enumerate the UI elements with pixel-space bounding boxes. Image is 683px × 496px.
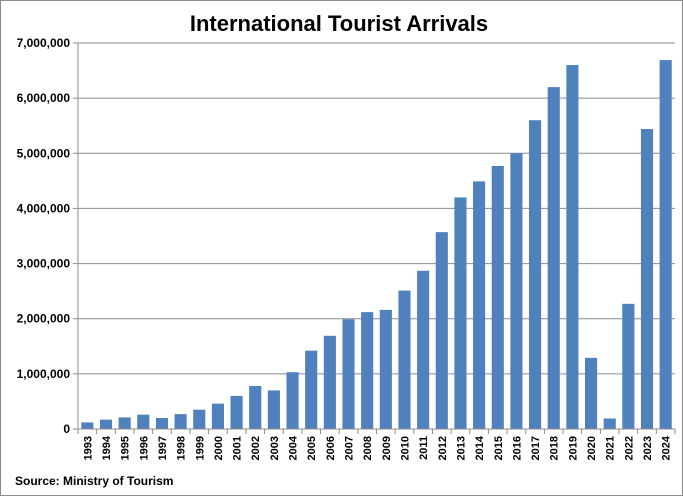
bar-1997: [155, 417, 169, 429]
bar-2006: [323, 335, 336, 429]
x-axis-ticks: 1993 1994 1995 1996 1997 1998 1999 2000 2001 2002…: [77, 429, 676, 460]
y-tick-label: 1,000,000: [17, 367, 71, 381]
bar-2011: [417, 270, 430, 429]
bar-2003: [267, 390, 280, 429]
x-tick-label: 2008: [362, 436, 374, 460]
x-tick-label: 2002: [250, 436, 262, 460]
bar-2000: [211, 403, 224, 429]
chart-title: International Tourist Arrivals: [190, 11, 488, 36]
x-tick-label: 2018: [549, 436, 561, 460]
bar-2021: [603, 418, 616, 429]
bar-2015: [491, 165, 504, 429]
y-tick-label: 2,000,000: [17, 312, 71, 326]
bar-1996: [137, 414, 150, 429]
bar-2016: [510, 153, 523, 430]
bar-2013: [454, 197, 467, 429]
bar-2004: [286, 372, 299, 429]
x-tick-label: 2013: [455, 436, 467, 460]
bar-1993: [81, 422, 94, 429]
x-tick-label: 2020: [586, 436, 598, 460]
x-tick-label: 2011: [418, 436, 430, 460]
x-tick-label: 2021: [605, 436, 617, 460]
y-tick-label: 0: [63, 422, 70, 436]
bars: [81, 60, 672, 430]
x-tick-label: 1999: [194, 436, 206, 460]
bar-2014: [473, 181, 486, 429]
x-tick-label: 2023: [642, 436, 654, 460]
x-tick-label: 2006: [325, 436, 337, 460]
x-tick-label: 1996: [138, 436, 150, 460]
x-tick-label: 2016: [511, 436, 523, 460]
x-tick-label: 2012: [437, 436, 449, 460]
bar-2023: [640, 129, 654, 429]
bar-1998: [174, 414, 187, 429]
x-tick-label: 2014: [474, 435, 486, 460]
bar-2002: [249, 385, 262, 429]
bar-1994: [99, 419, 113, 429]
x-tick-label: 1997: [157, 436, 169, 460]
x-tick-label: 2024: [661, 435, 673, 460]
x-tick-label: 2022: [623, 436, 635, 460]
bar-2008: [361, 312, 374, 429]
bar-2012: [435, 232, 448, 429]
bar-2010: [398, 290, 411, 429]
x-tick-label: 1998: [176, 436, 188, 460]
x-tick-label: 2009: [381, 436, 393, 460]
bar-2019: [566, 65, 579, 430]
gridlines: [78, 42, 675, 375]
bar-1995: [118, 417, 131, 429]
x-tick-label: 2001: [232, 436, 244, 460]
source-note: Source: Ministry of Tourism: [15, 474, 173, 488]
x-tick-label: 2019: [567, 436, 579, 460]
x-tick-label: 2005: [306, 436, 318, 460]
x-tick-label: 2010: [399, 436, 411, 460]
x-tick-label: 1995: [120, 436, 132, 460]
bar-2001: [230, 395, 243, 429]
y-tick-label: 7,000,000: [17, 36, 71, 50]
bar-2007: [342, 319, 355, 429]
x-tick-label: 2015: [493, 436, 505, 460]
y-tick-label: 5,000,000: [17, 146, 71, 160]
x-tick-label: 2004: [288, 435, 300, 460]
bar-2005: [305, 350, 318, 429]
bar-2022: [622, 303, 635, 429]
bar-2018: [547, 87, 560, 429]
bar-2017: [529, 120, 542, 429]
x-tick-label: 2000: [213, 436, 225, 460]
bar-1999: [193, 409, 206, 429]
x-tick-label: 2003: [269, 436, 281, 460]
bar-2024: [659, 60, 672, 429]
y-tick-label: 6,000,000: [17, 91, 71, 105]
y-tick-label: 4,000,000: [17, 201, 71, 215]
x-tick-label: 2007: [344, 436, 356, 460]
bar-2020: [584, 357, 598, 429]
x-tick-label: 2017: [530, 436, 542, 460]
y-axis-ticks: 0 1,000,000 2,000,000 3,000,000 4,000,000 5,0…: [17, 36, 78, 436]
y-tick-label: 3,000,000: [17, 257, 71, 271]
x-tick-label: 1994: [101, 435, 113, 460]
bar-2009: [379, 309, 392, 429]
x-tick-label: 1993: [82, 436, 94, 460]
